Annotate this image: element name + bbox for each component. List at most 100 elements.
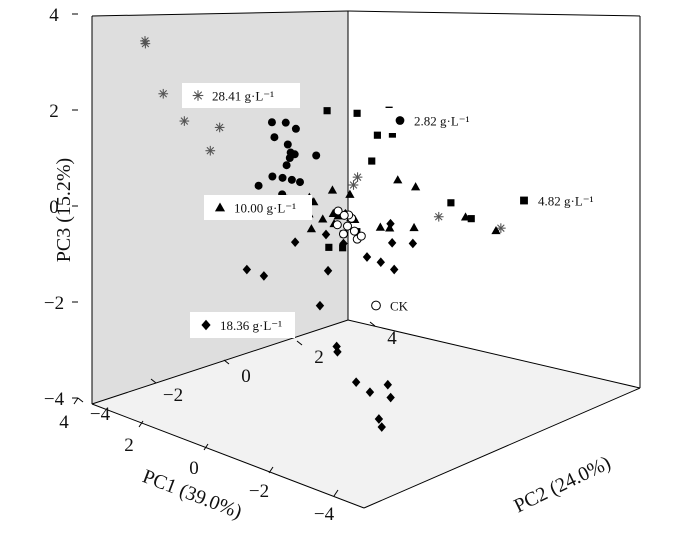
legend-label: CK <box>390 299 409 314</box>
data-point <box>323 265 333 276</box>
legend-label: 4.82 g·L⁻¹ <box>538 194 594 209</box>
data-point <box>339 238 348 249</box>
series-asterisk <box>140 36 506 233</box>
data-point <box>287 175 296 184</box>
data-point <box>377 422 386 432</box>
data-point <box>375 222 385 231</box>
y-tick-label: 0 <box>241 366 251 387</box>
x-tick-mark <box>333 489 339 497</box>
legend-marker <box>371 300 381 311</box>
data-point <box>259 271 269 281</box>
data-point <box>376 257 385 268</box>
z-tick-label: 0 <box>49 197 59 218</box>
data-point <box>388 130 396 138</box>
y-tick-label: 4 <box>387 328 397 349</box>
data-point <box>339 210 349 220</box>
data-point <box>291 124 300 133</box>
legend-marker <box>520 196 528 205</box>
z-tick-label: 2 <box>49 101 59 122</box>
data-point <box>383 379 392 390</box>
x-tick-label: 0 <box>189 458 199 479</box>
edge-floor-right-back <box>347 319 641 389</box>
z-axis-label: PC3 (15.2%) <box>53 158 75 262</box>
data-point <box>410 182 421 191</box>
data-point <box>323 107 331 115</box>
data-point <box>460 212 471 221</box>
y-tick-label: 2 <box>314 347 324 368</box>
data-point <box>349 226 359 236</box>
edge-floor-left-back <box>91 319 349 405</box>
x-tick-label: 4 <box>59 412 69 433</box>
data-point <box>373 131 381 139</box>
data-point <box>387 238 397 248</box>
y-tick-mark <box>296 340 303 346</box>
y-tick-mark <box>150 378 157 384</box>
data-point <box>315 300 325 311</box>
data-point <box>352 172 363 182</box>
legend-item: 10.00 g·L⁻¹ <box>204 195 312 220</box>
data-point <box>254 181 263 190</box>
data-point <box>348 180 359 190</box>
data-point <box>290 237 300 247</box>
data-point <box>158 88 169 99</box>
data-point <box>285 154 294 162</box>
y-tick-label: −2 <box>163 385 183 406</box>
legend-label: 2.82 g·L⁻¹ <box>414 114 470 129</box>
data-point <box>345 189 355 198</box>
x-tick-mark <box>268 466 274 474</box>
data-point <box>214 122 225 133</box>
z-tick-label: 4 <box>49 5 59 26</box>
z-tick-label: −4 <box>44 389 65 410</box>
data-point <box>368 157 376 165</box>
x-tick-mark <box>73 397 79 405</box>
data-point <box>283 140 292 149</box>
data-point <box>140 38 151 49</box>
series-filled-diamond <box>242 209 418 432</box>
legend-labels: 28.41 g·L⁻¹ 2.82 g·L⁻¹ 4.82 g·L⁻¹ 10.00 g·L… <box>182 83 602 338</box>
data-point <box>339 244 347 252</box>
data-point <box>270 133 279 142</box>
x-tick-label: 2 <box>124 435 134 456</box>
data-point <box>327 185 338 194</box>
data-point <box>332 341 341 352</box>
floor-plane <box>92 320 640 508</box>
data-point <box>467 215 475 223</box>
data-point <box>268 172 277 181</box>
y-tick-mark <box>223 359 230 365</box>
data-point <box>179 116 190 126</box>
legend-marker <box>395 116 405 125</box>
data-point <box>356 231 366 241</box>
data-point <box>433 211 444 222</box>
legend-item: 18.36 g·L⁻¹ <box>190 312 295 338</box>
edge-floor-front-right <box>363 387 641 509</box>
data-point <box>353 109 361 117</box>
data-point <box>332 220 342 230</box>
z-tick-label: −2 <box>44 293 64 314</box>
data-point <box>386 218 395 229</box>
legend-item: 4.82 g·L⁻¹ <box>508 187 602 214</box>
legend-marker <box>192 90 204 101</box>
y-tick-mark <box>77 397 84 403</box>
data-point <box>321 229 331 240</box>
data-point <box>386 392 395 403</box>
legend-item: 2.82 g·L⁻¹ <box>384 108 484 133</box>
y-axis-label: PC2 (24.0%) <box>511 452 615 518</box>
edge-top-left <box>91 10 349 17</box>
data-point <box>267 118 276 127</box>
data-point <box>491 225 501 235</box>
legend-label: 10.00 g·L⁻¹ <box>234 201 296 216</box>
data-point <box>447 199 455 207</box>
data-point <box>312 151 321 160</box>
legend-marker <box>214 202 226 212</box>
y-tick-mark <box>369 321 376 327</box>
box-edges <box>91 10 641 509</box>
data-point <box>306 224 317 233</box>
x-tick-label: −2 <box>249 481 269 502</box>
data-point <box>351 377 361 387</box>
data-point <box>409 222 419 232</box>
y-tick-label: −4 <box>90 404 111 425</box>
x-tick-mark <box>203 443 209 451</box>
